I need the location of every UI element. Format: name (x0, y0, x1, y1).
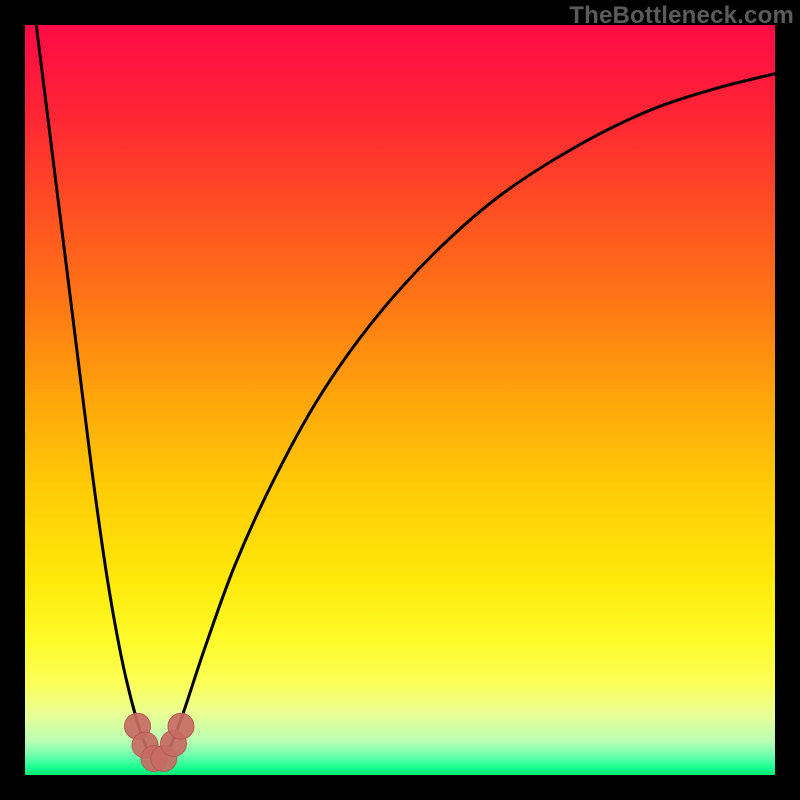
valley-marker-5 (168, 713, 194, 739)
chart-stage: TheBottleneck.com (0, 0, 800, 800)
bottleneck-chart-svg (0, 0, 800, 800)
attribution-label: TheBottleneck.com (569, 2, 794, 30)
plot-background (25, 25, 775, 775)
